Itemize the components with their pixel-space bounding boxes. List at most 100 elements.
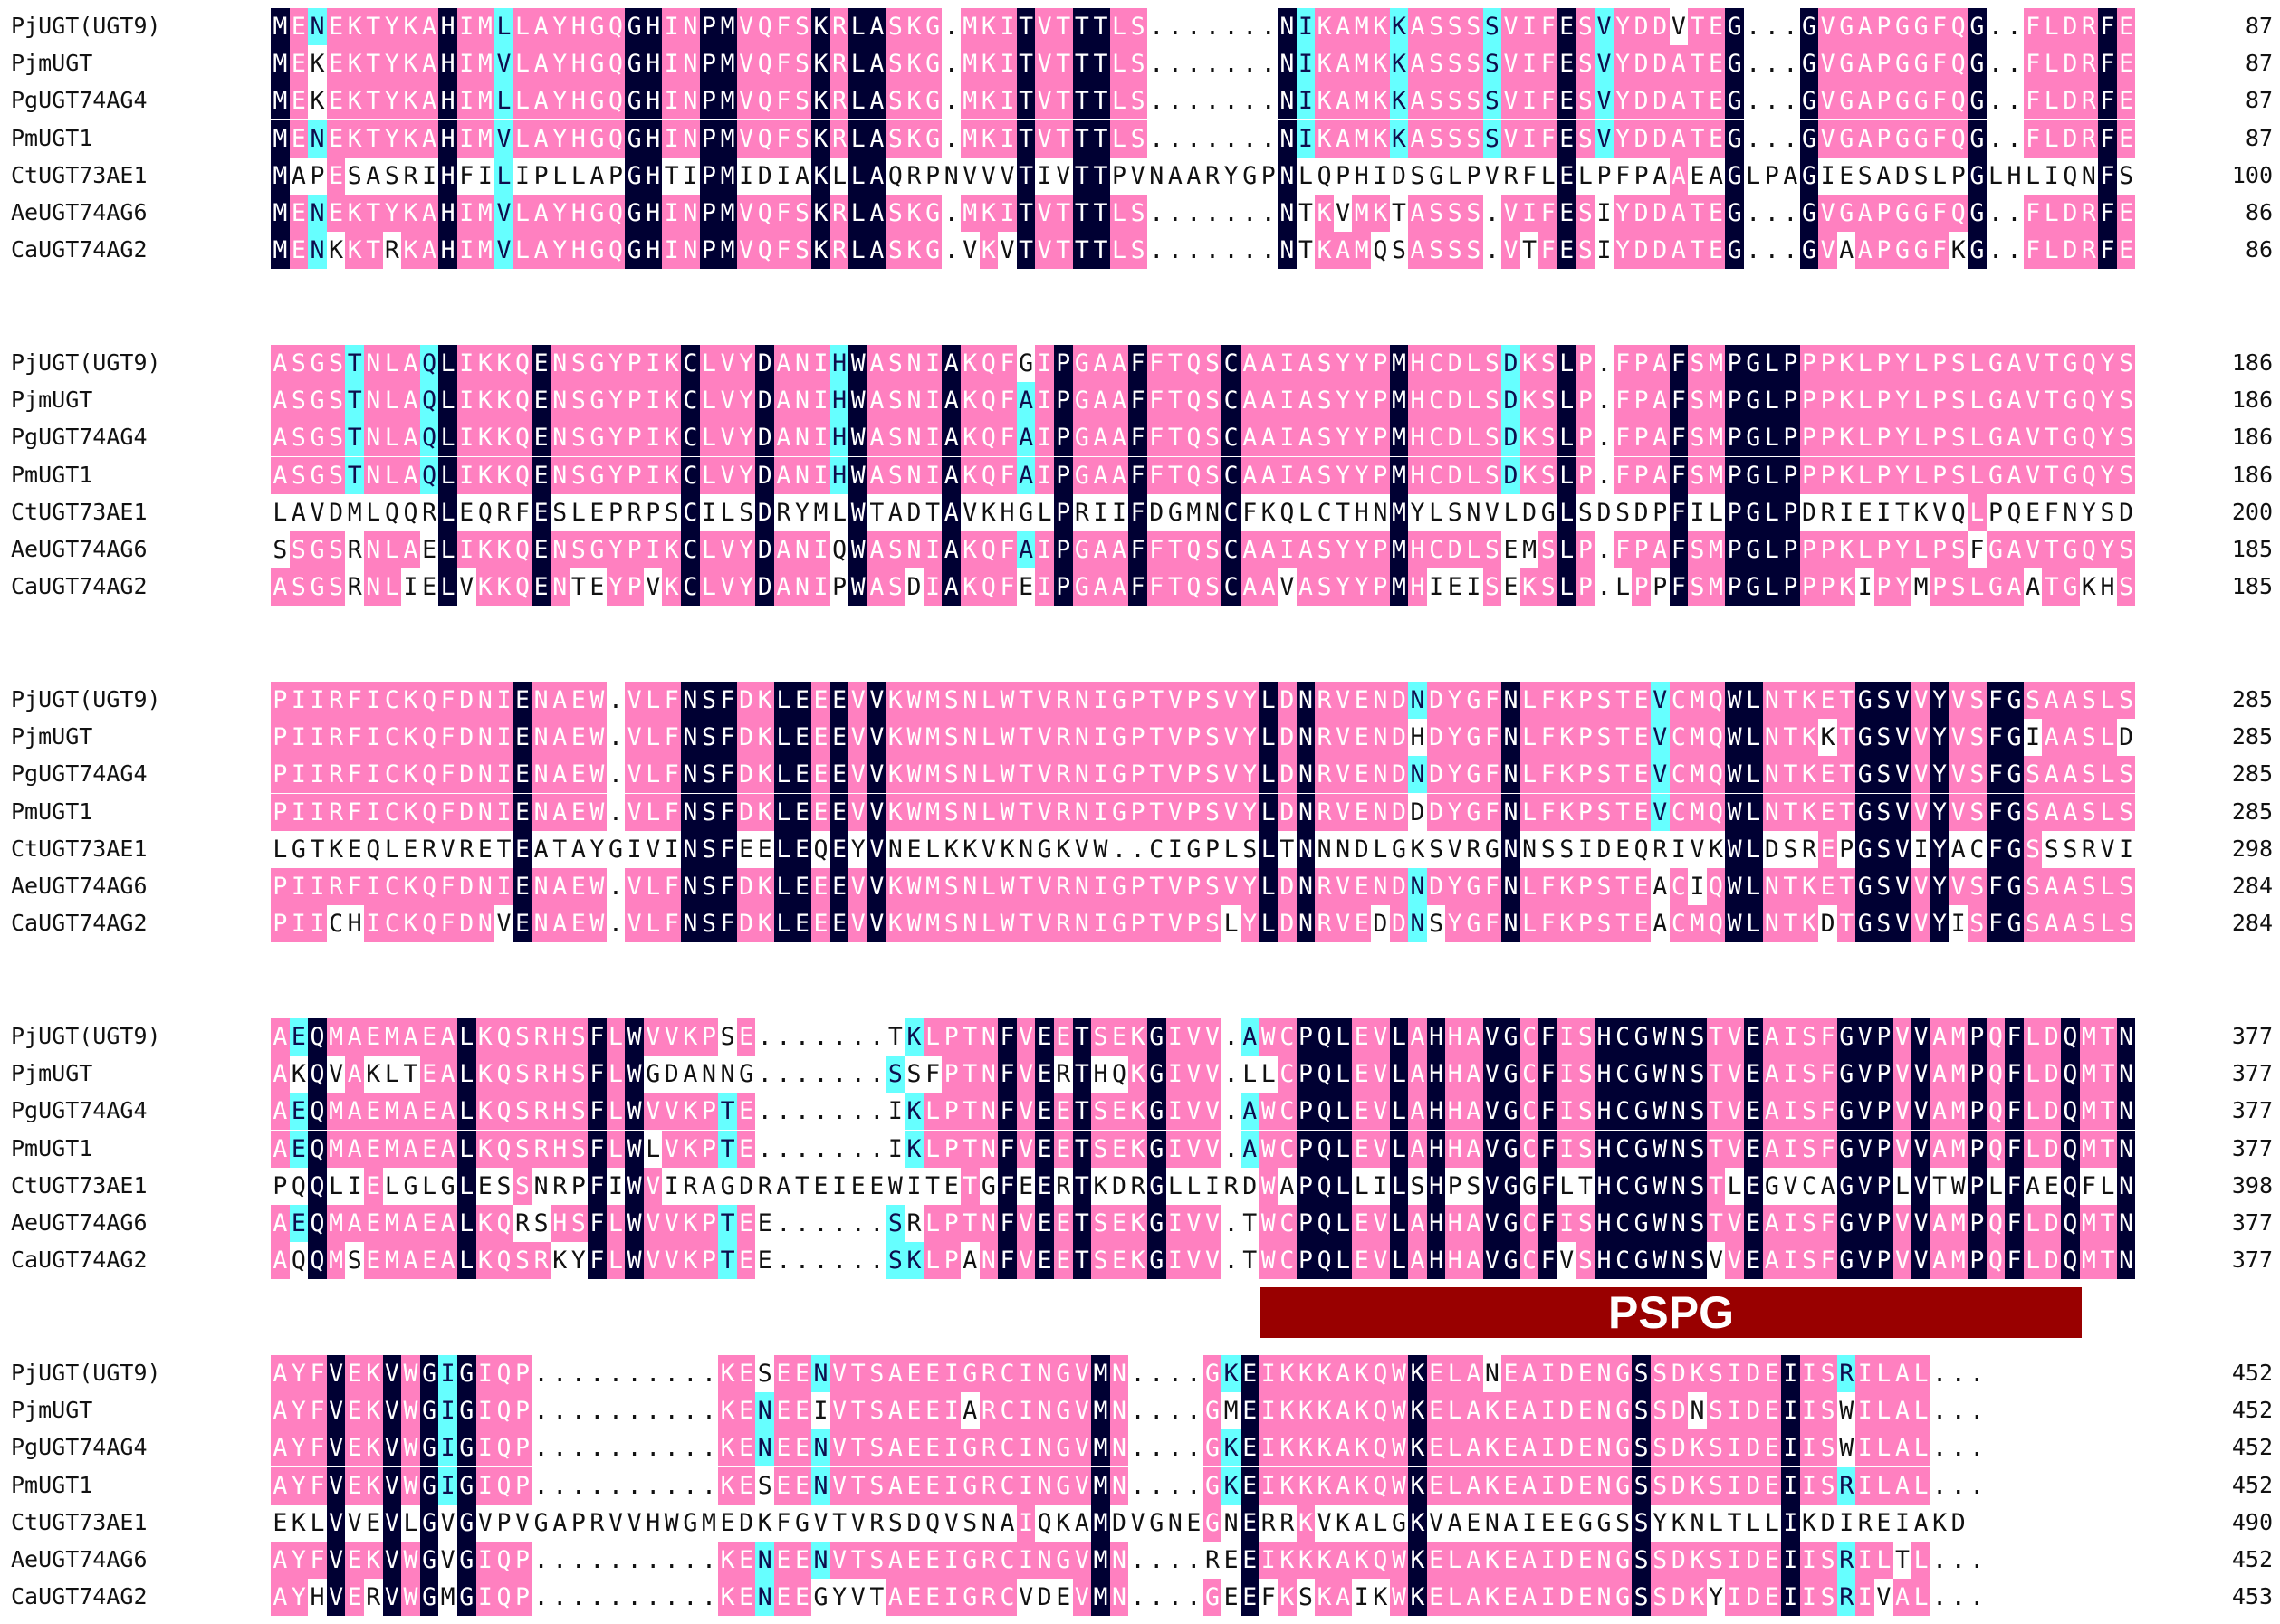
residue: K bbox=[1315, 1466, 1334, 1505]
residue: F bbox=[438, 682, 457, 719]
residue: S bbox=[1968, 719, 1987, 757]
residue: L bbox=[1762, 531, 1782, 568]
residue: Q bbox=[513, 568, 532, 607]
residue: L bbox=[774, 830, 793, 868]
residue: N bbox=[979, 1056, 999, 1094]
residue: F bbox=[2005, 1167, 2024, 1205]
residue: Y bbox=[1333, 345, 1353, 382]
residue: S bbox=[867, 1542, 886, 1579]
residue: E bbox=[1557, 119, 1576, 158]
sequence-end-position: 200 bbox=[2231, 498, 2273, 525]
residue: E bbox=[289, 1018, 309, 1056]
residue: G bbox=[1986, 531, 2006, 568]
residue: R bbox=[366, 1583, 381, 1612]
residue: F bbox=[2023, 45, 2043, 83]
residue: S bbox=[289, 531, 309, 568]
residue: Q bbox=[494, 1242, 513, 1280]
residue: F bbox=[1930, 119, 1949, 158]
residue: Y bbox=[1333, 382, 1353, 420]
residue: E bbox=[829, 905, 849, 943]
residue: L bbox=[382, 382, 402, 420]
residue: Q bbox=[979, 456, 999, 494]
residue: V bbox=[1165, 756, 1185, 794]
residue: L bbox=[1743, 719, 1763, 757]
residue: M bbox=[2079, 1056, 2099, 1094]
residue: M bbox=[382, 1130, 402, 1168]
residue: K bbox=[1932, 1508, 1948, 1537]
residue: A bbox=[867, 456, 886, 494]
residue: C bbox=[1613, 1093, 1633, 1131]
residue: W bbox=[905, 756, 924, 794]
residue: T bbox=[1688, 119, 1707, 158]
residue: N bbox=[1669, 1205, 1689, 1242]
residue: I bbox=[363, 793, 383, 831]
residue: L bbox=[1727, 1171, 1742, 1200]
residue: L bbox=[848, 232, 867, 270]
residue: F bbox=[588, 1167, 607, 1205]
residue: A bbox=[1296, 456, 1316, 494]
residue: W bbox=[588, 719, 607, 757]
residue: R bbox=[776, 498, 791, 527]
residue: E bbox=[1818, 793, 1837, 831]
residue: D bbox=[1445, 345, 1464, 382]
residue: L bbox=[366, 498, 381, 527]
residue: P bbox=[1781, 531, 1800, 568]
residue: G bbox=[1072, 419, 1092, 457]
residue: W bbox=[1725, 868, 1744, 905]
residue: G bbox=[1577, 1508, 1593, 1537]
residue: V bbox=[1911, 682, 1930, 719]
residue: P bbox=[1725, 419, 1744, 457]
residue: . bbox=[794, 1023, 809, 1051]
residue: . bbox=[533, 1434, 549, 1463]
residue: K bbox=[1315, 45, 1334, 83]
residue: S bbox=[326, 456, 346, 494]
residue: K bbox=[1519, 568, 1539, 607]
residue: S bbox=[886, 456, 905, 494]
residue: K bbox=[1799, 793, 1819, 831]
residue: A bbox=[401, 345, 420, 382]
residue: A bbox=[774, 531, 793, 568]
residue: C bbox=[998, 1392, 1017, 1430]
residue: . bbox=[627, 1471, 642, 1500]
residue: I bbox=[1557, 1018, 1576, 1056]
residue: G bbox=[1632, 1242, 1651, 1280]
residue: . bbox=[1988, 199, 2003, 227]
residue: V bbox=[1482, 1242, 1502, 1280]
residue: L bbox=[1762, 419, 1782, 457]
residue: L bbox=[848, 119, 867, 158]
residue: I bbox=[494, 868, 513, 905]
residue: D bbox=[755, 456, 775, 494]
residue: S bbox=[1426, 8, 1446, 45]
residue: S bbox=[699, 830, 719, 868]
residue: K bbox=[1296, 1355, 1316, 1392]
residue: K bbox=[401, 793, 420, 831]
residue: K bbox=[755, 868, 775, 905]
residue: G bbox=[1596, 1508, 1612, 1537]
residue: M bbox=[718, 8, 737, 45]
residue: K bbox=[981, 498, 996, 527]
residue: K bbox=[1336, 1508, 1351, 1537]
residue: L bbox=[1447, 161, 1462, 190]
residue: K bbox=[363, 1542, 383, 1579]
residue: R bbox=[979, 1579, 999, 1617]
residue: P bbox=[1874, 45, 1893, 83]
residue: P bbox=[1184, 682, 1203, 719]
residue: E bbox=[1352, 1056, 1372, 1094]
residue: I bbox=[942, 1466, 961, 1505]
residue: E bbox=[811, 682, 830, 719]
residue: I bbox=[494, 719, 513, 757]
residue: L bbox=[774, 719, 793, 757]
residue: V bbox=[1072, 1466, 1092, 1505]
residue: A bbox=[291, 498, 306, 527]
residue: V bbox=[496, 910, 512, 939]
residue: E bbox=[923, 1355, 943, 1392]
residue: A bbox=[550, 682, 570, 719]
residue: K bbox=[1315, 1355, 1334, 1392]
residue: F bbox=[1669, 568, 1689, 607]
residue: G bbox=[456, 1355, 476, 1392]
residue: A bbox=[867, 119, 886, 158]
residue: L bbox=[1743, 756, 1763, 794]
residue: A bbox=[419, 232, 439, 270]
residue: Y bbox=[1892, 345, 1912, 382]
